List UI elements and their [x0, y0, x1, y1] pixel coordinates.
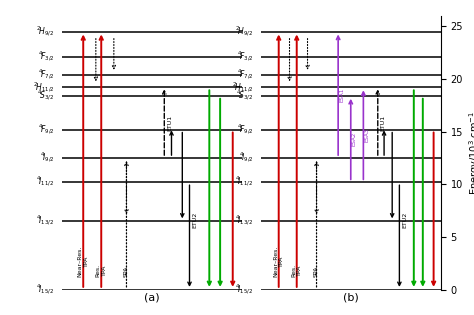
- Text: SPA: SPA: [314, 266, 319, 277]
- Text: $^2\!H_{11/2}$: $^2\!H_{11/2}$: [232, 80, 254, 94]
- Text: Near–Res.
TPA: Near–Res. TPA: [78, 246, 89, 277]
- Text: ESA3: ESA3: [364, 128, 369, 142]
- Text: $^4\!I_{11/2}$: $^4\!I_{11/2}$: [36, 175, 55, 189]
- Text: ETU2: ETU2: [192, 212, 197, 228]
- Text: ETU1: ETU1: [381, 115, 385, 131]
- Text: $^4\!I_{15/2}$: $^4\!I_{15/2}$: [236, 283, 254, 297]
- Text: ETU2: ETU2: [402, 212, 407, 228]
- Text: $^2\!H_{9/2}$: $^2\!H_{9/2}$: [236, 25, 254, 39]
- Text: $^4\!F_{3/2}$: $^4\!F_{3/2}$: [237, 50, 254, 64]
- Text: $^4\!F_{7/2}$: $^4\!F_{7/2}$: [37, 68, 55, 82]
- Text: $^4\!F_{7/2}$: $^4\!F_{7/2}$: [237, 68, 254, 82]
- Text: $^4\!F_{3/2}$: $^4\!F_{3/2}$: [37, 50, 55, 64]
- Text: $^4\!S_{3/2}$: $^4\!S_{3/2}$: [236, 89, 254, 103]
- Y-axis label: Energy/10$^3$ cm$^{-1}$: Energy/10$^3$ cm$^{-1}$: [467, 111, 474, 195]
- Text: $^4\!I_{9/2}$: $^4\!I_{9/2}$: [239, 151, 254, 165]
- Text: $^2\!H_{9/2}$: $^2\!H_{9/2}$: [36, 25, 55, 39]
- Text: $^4\!I_{15/2}$: $^4\!I_{15/2}$: [36, 283, 55, 297]
- Text: Res.
TPA: Res. TPA: [292, 264, 302, 277]
- Text: $^4\!S_{3/2}$: $^4\!S_{3/2}$: [37, 89, 55, 103]
- Text: ESA1: ESA1: [339, 88, 344, 102]
- Text: $^2\!H_{11/2}$: $^2\!H_{11/2}$: [33, 80, 55, 94]
- Text: $^4\!F_{9/2}$: $^4\!F_{9/2}$: [237, 123, 254, 137]
- Text: ESA2: ESA2: [352, 132, 356, 146]
- Text: Near–Res.
TPA: Near–Res. TPA: [273, 246, 284, 277]
- Text: SPA: SPA: [124, 266, 129, 277]
- Text: $^4\!I_{13/2}$: $^4\!I_{13/2}$: [36, 214, 55, 228]
- Text: $^4\!I_{9/2}$: $^4\!I_{9/2}$: [40, 151, 55, 165]
- Text: $^4\!I_{13/2}$: $^4\!I_{13/2}$: [236, 214, 254, 228]
- X-axis label: (b): (b): [343, 293, 359, 303]
- Text: Res.
TPA: Res. TPA: [96, 264, 107, 277]
- Text: $^4\!F_{9/2}$: $^4\!F_{9/2}$: [37, 123, 55, 137]
- Text: $^4\!I_{11/2}$: $^4\!I_{11/2}$: [236, 175, 254, 189]
- X-axis label: (a): (a): [144, 293, 159, 303]
- Text: ETU1: ETU1: [167, 115, 172, 131]
